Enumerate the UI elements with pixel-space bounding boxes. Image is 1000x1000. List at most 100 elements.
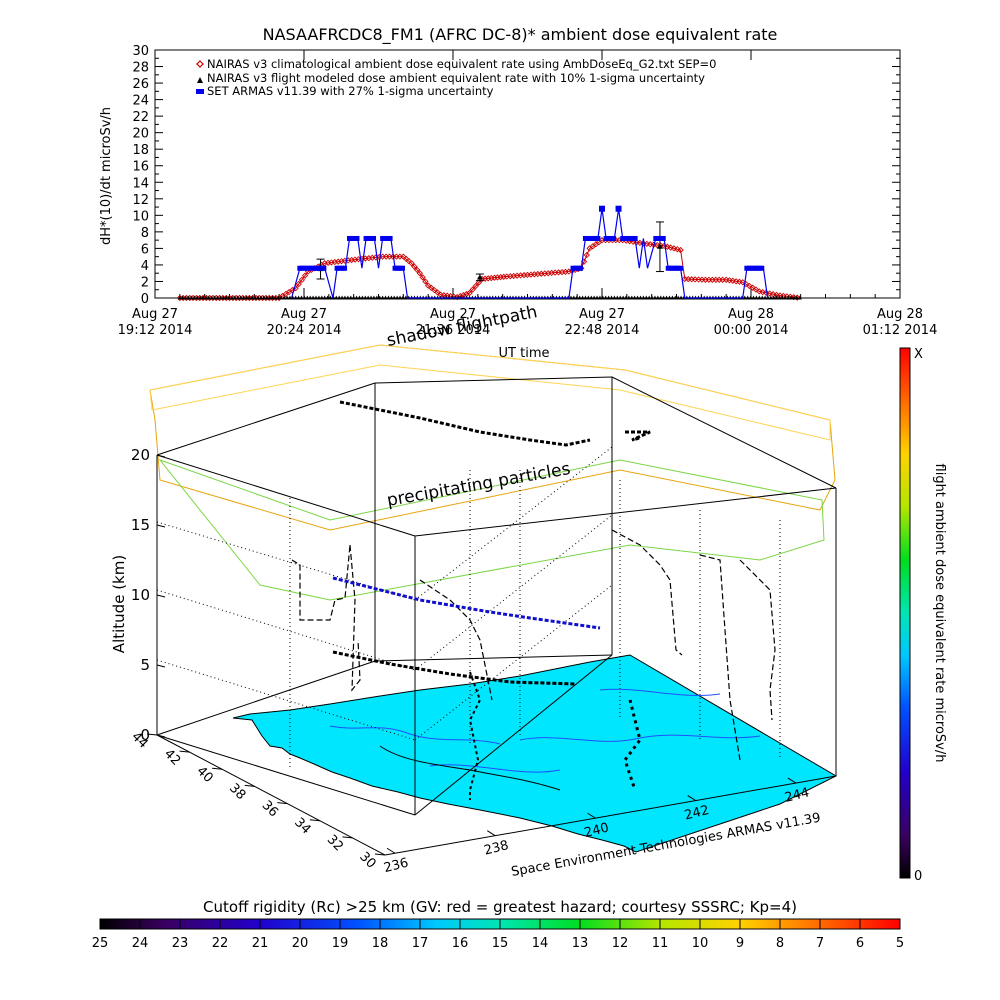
climatological-point	[413, 266, 421, 274]
flightpath-shadow-top	[339, 400, 651, 447]
flight-modeled-point	[641, 295, 646, 300]
climatological-point	[583, 251, 590, 259]
climatological-point	[298, 276, 306, 283]
climatological-point	[428, 284, 435, 292]
cutoff-tick-label: 5	[896, 936, 904, 951]
flight-modeled-point	[215, 295, 220, 300]
flight-modeled-point	[177, 295, 182, 300]
climatological-point	[769, 291, 777, 298]
flight-modeled-point	[789, 295, 794, 300]
altitude-tick-label: 0	[140, 726, 150, 744]
y-tick-label: 4	[141, 259, 149, 274]
latitude-tick-label: 30	[356, 849, 378, 871]
latitude-tick-mark	[244, 784, 255, 787]
flight-modeled-point	[658, 295, 663, 300]
flight-modeled-point	[589, 295, 594, 300]
flight-modeled-point	[247, 295, 252, 300]
flight-modeled-point	[615, 295, 620, 300]
flight-modeled-point	[667, 295, 672, 300]
climatological-point	[475, 279, 483, 286]
climatological-point	[422, 278, 429, 285]
cutoff-rigidity-title: Cutoff rigidity (Rc) >25 km (GV: red = g…	[203, 898, 797, 916]
x-tick-label-time: 21:36 2014	[416, 323, 491, 338]
colorbar-gradient	[899, 347, 911, 879]
flight-modeled-point	[618, 295, 623, 300]
cutoff-tick-label: 18	[372, 936, 389, 951]
y-tick-label: 18	[132, 143, 149, 158]
flight-modeled-point	[745, 295, 750, 300]
flight-modeled-point	[748, 295, 753, 300]
flight-modeled-point	[612, 295, 617, 300]
flight-modeled-point	[644, 295, 649, 300]
flight-modeled-point	[392, 295, 397, 300]
plot-series	[176, 205, 802, 302]
flight-modeled-point	[754, 295, 759, 300]
climatological-point	[667, 244, 674, 251]
flight-modeled-point	[264, 295, 269, 300]
flight-modeled-point	[652, 295, 657, 300]
colorbar-bottom-label: 0	[914, 869, 922, 884]
flight-modeled-point	[476, 274, 483, 280]
flight-modeled-point	[328, 295, 333, 300]
latitude-tick-mark	[179, 750, 190, 753]
climatological-point	[411, 263, 418, 270]
flight-modeled-point	[305, 295, 310, 300]
armas-point	[599, 205, 605, 212]
flight-modeled-point	[655, 295, 660, 300]
legend-label: NAIRAS v3 flight modeled dose ambient eq…	[207, 71, 705, 85]
flight-modeled-point	[771, 295, 776, 300]
latitude-tick-mark	[374, 853, 386, 856]
x-tick-label-date: Aug 27	[132, 307, 178, 322]
y-tick-label: 12	[132, 193, 149, 208]
precipitating-particles-layer	[149, 344, 836, 601]
climatological-point	[759, 288, 766, 296]
colorbar-title: flight ambient dose equivalent rate micr…	[932, 464, 947, 763]
x-tick-label-time: 20:24 2014	[267, 323, 342, 338]
flight-modeled-point	[192, 295, 197, 300]
climatological-point	[419, 274, 426, 281]
x-tick-label-date: Aug 28	[877, 307, 923, 322]
climatological-point	[434, 289, 441, 296]
flight-modeled-point	[189, 295, 194, 300]
flight-modeled-point	[273, 295, 278, 300]
armas-point	[611, 235, 617, 241]
climatological-point	[749, 284, 756, 291]
flight-modeled-point	[603, 295, 608, 300]
armas-point	[387, 235, 393, 241]
flight-modeled-point	[595, 295, 600, 300]
legend-diamond-marker	[196, 60, 204, 68]
x-tick-label-time: 19:12 2014	[118, 323, 193, 338]
legend-entry-climatological: NAIRAS v3 climatological ambient dose eq…	[196, 57, 716, 71]
latitude-tick-label: 42	[161, 747, 183, 769]
flight-modeled-point	[232, 295, 237, 300]
flight-modeled-point	[757, 295, 762, 300]
flight-modeled-point	[621, 295, 626, 300]
flight-modeled-point	[186, 295, 191, 300]
armas-line	[291, 208, 769, 299]
flight-modeled-point	[276, 295, 281, 300]
climatological-point	[674, 246, 681, 253]
flight-modeled-point	[664, 295, 669, 300]
flight-modeled-point	[360, 295, 365, 300]
y-tick-label: 22	[132, 110, 149, 125]
flight-modeled-point	[337, 295, 342, 300]
flight-modeled-point	[221, 295, 226, 300]
x-tick-label-date: Aug 27	[430, 307, 476, 322]
flight-modeled-point	[270, 295, 275, 300]
y-axis-label: dH*(10)/dt microSv/h	[99, 107, 114, 245]
flight-modeled-point	[676, 295, 681, 300]
y-tick-label: 28	[132, 61, 149, 76]
flight-modeled-point	[209, 295, 214, 300]
longitude-tick-mark	[687, 795, 696, 802]
cutoff-tick-label: 7	[816, 936, 824, 951]
cutoff-tick-label: 20	[292, 936, 309, 951]
altitude-tick-mark	[156, 734, 166, 738]
flight-modeled-point	[780, 295, 785, 300]
flight-modeled-point	[774, 295, 779, 300]
flight-modeled-point	[635, 295, 640, 300]
climatological-point	[301, 272, 309, 279]
armas-point	[660, 235, 666, 241]
cutoff-tick-label: 25	[92, 936, 109, 951]
legend-square-marker	[196, 89, 204, 94]
